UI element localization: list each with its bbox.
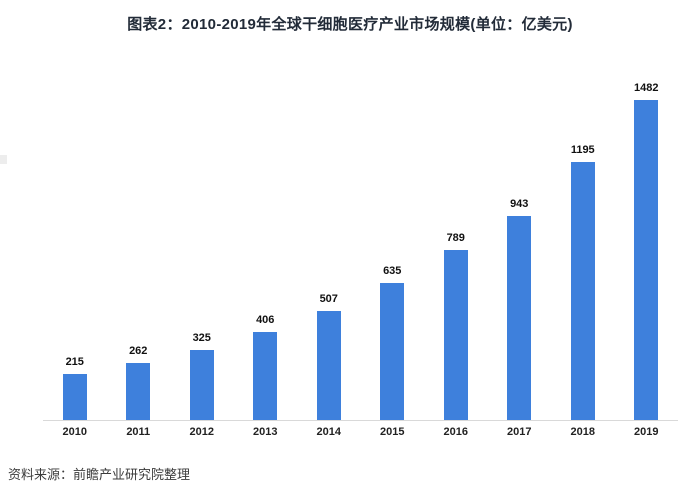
x-tick-label: 2016 xyxy=(443,426,468,438)
bar-value-label: 507 xyxy=(319,293,338,305)
bar xyxy=(570,162,595,420)
bar xyxy=(507,216,532,420)
bar xyxy=(443,250,468,420)
bar-value-label: 262 xyxy=(129,345,148,357)
x-tick-label: 2019 xyxy=(634,426,659,438)
x-tick-label: 2012 xyxy=(189,426,214,438)
x-tick-label: 2017 xyxy=(507,426,532,438)
bar xyxy=(253,332,278,420)
bar xyxy=(634,100,659,420)
bar xyxy=(380,283,405,420)
bar xyxy=(316,311,341,420)
plot-area: 215 262 325 406 507 635 789 943 1195 1482 xyxy=(43,70,678,421)
bar-value-label: 943 xyxy=(510,198,529,210)
source-note: 资料来源：前瞻产业研究院整理 xyxy=(8,467,191,482)
x-tick-label: 2018 xyxy=(570,426,595,438)
x-tick-label: 2015 xyxy=(380,426,405,438)
bar-value-label: 1195 xyxy=(570,144,595,156)
left-edge-artifact xyxy=(0,155,7,164)
bar-slot: 1195 xyxy=(551,145,615,420)
x-axis: 2010 2011 2012 2013 2014 2015 2016 2017 2018 2019 xyxy=(43,427,678,438)
bar-slot: 215 xyxy=(43,357,107,420)
bar-slot: 325 xyxy=(170,333,234,420)
bar-slot: 789 xyxy=(424,233,488,420)
x-tick-label: 2010 xyxy=(62,426,87,438)
bar-value-label: 789 xyxy=(446,232,465,244)
bar-slot: 635 xyxy=(361,266,425,420)
bar-value-label: 1482 xyxy=(634,82,659,94)
bar xyxy=(62,374,87,420)
bar-slot: 943 xyxy=(488,199,552,420)
bar-value-label: 635 xyxy=(383,265,402,277)
x-tick-label: 2013 xyxy=(253,426,278,438)
bar xyxy=(126,363,151,420)
bar xyxy=(189,350,214,420)
bar-slot: 507 xyxy=(297,294,361,420)
chart-title: 图表2：2010-2019年全球干细胞医疗产业市场规模(单位：亿美元) xyxy=(127,16,573,33)
bar-slot: 1482 xyxy=(615,83,679,420)
bar-value-label: 215 xyxy=(65,356,84,368)
x-tick-label: 2011 xyxy=(126,426,151,438)
bar-slot: 406 xyxy=(234,315,298,420)
bar-value-label: 406 xyxy=(256,314,275,326)
bar-value-label: 325 xyxy=(192,332,211,344)
x-tick-label: 2014 xyxy=(316,426,341,438)
bar-slot: 262 xyxy=(107,346,171,420)
